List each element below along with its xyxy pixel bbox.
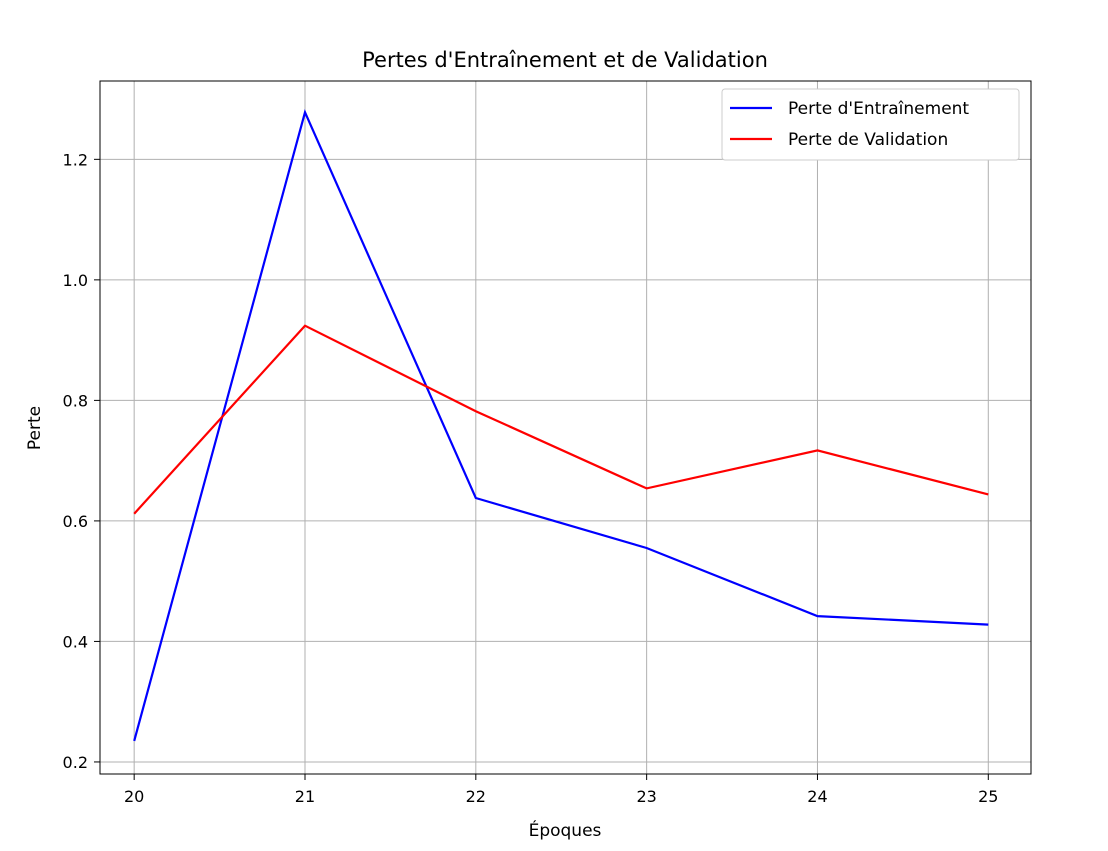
y-tick-label: 0.6 <box>63 512 88 531</box>
series-lines <box>133 109 989 742</box>
chart-title: Pertes d'Entraînement et de Validation <box>362 48 768 72</box>
series-line-0 <box>133 109 989 742</box>
y-tick-label: 0.4 <box>63 632 88 651</box>
x-tick-label: 24 <box>807 787 827 806</box>
legend-label-0: Perte d'Entraînement <box>788 99 969 119</box>
x-tick-label: 20 <box>124 787 144 806</box>
axis-ticks: 20 21 22 23 24 25 0.2 0.4 0.6 0.8 1.0 1.2 <box>63 150 999 806</box>
y-tick-label: 1.0 <box>63 271 88 290</box>
y-tick-label: 0.8 <box>63 391 88 410</box>
y-tick-label: 0.2 <box>63 753 88 772</box>
x-axis-label: Époques <box>529 819 602 841</box>
y-tick-label: 1.2 <box>63 150 88 169</box>
grid <box>100 81 1031 774</box>
x-tick-label: 22 <box>466 787 486 806</box>
x-tick-label: 23 <box>636 787 656 806</box>
y-axis-label: Perte <box>25 406 45 450</box>
legend-box <box>721 88 1020 161</box>
plot-area <box>99 80 1032 775</box>
x-tick-label: 21 <box>295 787 315 806</box>
x-tick-label: 25 <box>978 787 998 806</box>
legend: Perte d'Entraînement Perte de Validation <box>721 88 1020 161</box>
series-line-1 <box>133 324 989 515</box>
legend-label-1: Perte de Validation <box>788 130 948 150</box>
